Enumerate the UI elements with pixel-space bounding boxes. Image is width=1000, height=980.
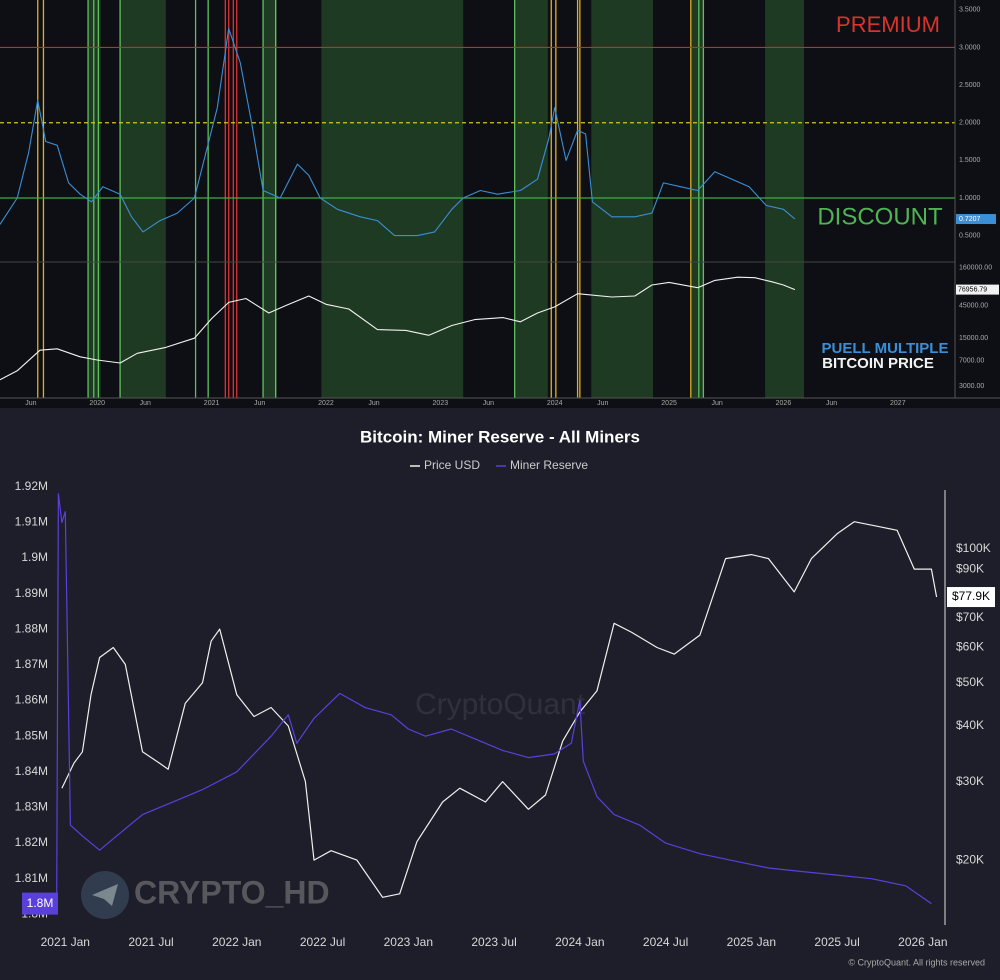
y-tick-label: 1.5000 bbox=[959, 157, 981, 164]
y-tick-label: 2.0000 bbox=[959, 120, 981, 127]
y-tick-label: 3000.00 bbox=[959, 383, 984, 390]
x-tick-label: 2026 bbox=[776, 400, 792, 407]
legend-label: PUELL MULTIPLE bbox=[822, 340, 949, 357]
x-tick-label: 2026 Jan bbox=[898, 935, 947, 949]
x-tick-label: 2027 bbox=[890, 400, 906, 407]
top-chart: 3.5000 3.0000 2.5000 2.0000 1.5000 1.0000 0.50… bbox=[0, 0, 1000, 408]
x-tick-label: Jun bbox=[368, 400, 379, 407]
x-tick-label: 2024 bbox=[547, 400, 563, 407]
y-tick-label: 1.81M bbox=[15, 871, 48, 885]
last-value-label: 1.8M bbox=[27, 896, 54, 910]
last-value-label: 0.7207 bbox=[959, 216, 981, 223]
x-tick-label: 2021 Jul bbox=[128, 935, 173, 949]
legend-label: Miner Reserve bbox=[510, 458, 588, 472]
series-line bbox=[0, 276, 796, 381]
x-tick-label: 2024 Jan bbox=[555, 935, 604, 949]
zone bbox=[120, 0, 166, 398]
last-value-box bbox=[956, 214, 996, 225]
y-tick-label: 3.0000 bbox=[959, 44, 981, 51]
x-tick-label: 2023 bbox=[433, 400, 449, 407]
x-tick-label: Jun bbox=[140, 400, 151, 407]
x-tick-label: 2021 Jan bbox=[41, 935, 90, 949]
y2-tick-label: $90K bbox=[956, 561, 984, 575]
x-tick-label: 2022 bbox=[318, 400, 334, 407]
y2-tick-label: $30K bbox=[956, 774, 984, 788]
series-line bbox=[61, 521, 938, 898]
last-value-label: $77.9K bbox=[952, 589, 990, 603]
y-tick-label: 15000.00 bbox=[959, 335, 988, 342]
watermark: CryptoQuant bbox=[415, 688, 586, 721]
series-line bbox=[0, 28, 796, 237]
y-tick-label: 1.82M bbox=[15, 835, 48, 849]
bottom-panel-bg bbox=[0, 408, 1000, 980]
axis-strip bbox=[0, 398, 1000, 408]
x-tick-label: 2023 Jul bbox=[471, 935, 516, 949]
x-tick-label: 2021 bbox=[204, 400, 220, 407]
x-tick-label: Jun bbox=[254, 400, 265, 407]
y-tick-label: 0.5000 bbox=[959, 232, 981, 239]
y-tick-label: 7000.00 bbox=[959, 358, 984, 365]
y-tick-label: 1.86M bbox=[15, 693, 48, 707]
last-value-box bbox=[956, 284, 999, 295]
x-tick-label: 2025 Jan bbox=[727, 935, 776, 949]
y2-tick-label: $60K bbox=[956, 640, 984, 654]
y-tick-label: 1.0000 bbox=[959, 195, 981, 202]
x-tick-label: 2025 Jul bbox=[814, 935, 859, 949]
x-tick-label: 2025 bbox=[661, 400, 677, 407]
legend-label: BITCOIN PRICE bbox=[822, 355, 934, 372]
bottom-chart: Bitcoin: Miner Reserve - All Miners Crypt… bbox=[15, 427, 995, 967]
y2-tick-label: $70K bbox=[956, 610, 984, 624]
x-tick-label: Jun bbox=[711, 400, 722, 407]
y-tick-label: 1.85M bbox=[15, 728, 48, 742]
y-tick-label: 1.84M bbox=[15, 764, 48, 778]
y2-tick-label: $20K bbox=[956, 852, 984, 866]
y2-tick-label: $40K bbox=[956, 718, 984, 732]
watermark: CRYPTO_HD bbox=[134, 874, 330, 910]
credit: © CryptoQuant. All rights reserved bbox=[848, 957, 985, 967]
zone bbox=[591, 0, 654, 398]
y-tick-label: 1.92M bbox=[15, 479, 48, 493]
y-tick-label: 1.83M bbox=[15, 800, 48, 814]
x-tick-label: 2023 Jan bbox=[384, 935, 433, 949]
chart-title: Bitcoin: Miner Reserve - All Miners bbox=[360, 427, 640, 446]
series-line bbox=[56, 493, 932, 905]
annotation: PREMIUM bbox=[836, 12, 940, 37]
y2-tick-label: $50K bbox=[956, 675, 984, 689]
last-value-label: 76956.79 bbox=[958, 286, 987, 293]
x-tick-label: 2022 Jul bbox=[300, 935, 345, 949]
x-tick-label: 2024 Jul bbox=[643, 935, 688, 949]
y-tick-label: 45000.00 bbox=[959, 302, 988, 309]
y-tick-label: 1.9M bbox=[21, 550, 48, 564]
x-tick-label: 2022 Jan bbox=[212, 935, 261, 949]
legend-label: Price USD bbox=[424, 458, 480, 472]
y-tick-label: 1.88M bbox=[15, 621, 48, 635]
y-tick-label: 3.5000 bbox=[959, 7, 981, 14]
watermark-logo bbox=[92, 884, 118, 906]
last-value-box bbox=[22, 892, 58, 915]
y2-tick-label: $100K bbox=[956, 541, 991, 555]
zone bbox=[690, 0, 704, 398]
zone bbox=[765, 0, 805, 398]
y-tick-label: 2.5000 bbox=[959, 82, 981, 89]
x-tick-label: 2020 bbox=[89, 400, 105, 407]
zone bbox=[263, 0, 277, 398]
annotation: DISCOUNT bbox=[817, 203, 943, 230]
zone bbox=[514, 0, 548, 398]
zone bbox=[321, 0, 464, 398]
y-tick-label: 1.91M bbox=[15, 515, 48, 529]
x-tick-label: Jun bbox=[826, 400, 837, 407]
y-tick-label: 1.87M bbox=[15, 657, 48, 671]
last-value-box bbox=[947, 587, 995, 608]
x-tick-label: Jun bbox=[25, 400, 36, 407]
x-tick-label: Jun bbox=[483, 400, 494, 407]
y-tick-label: 160000.00 bbox=[959, 265, 992, 272]
x-tick-label: Jun bbox=[597, 400, 608, 407]
y-tick-label: 1.89M bbox=[15, 586, 48, 600]
axis-strip bbox=[955, 0, 1000, 408]
top-panel-bg bbox=[0, 0, 1000, 408]
